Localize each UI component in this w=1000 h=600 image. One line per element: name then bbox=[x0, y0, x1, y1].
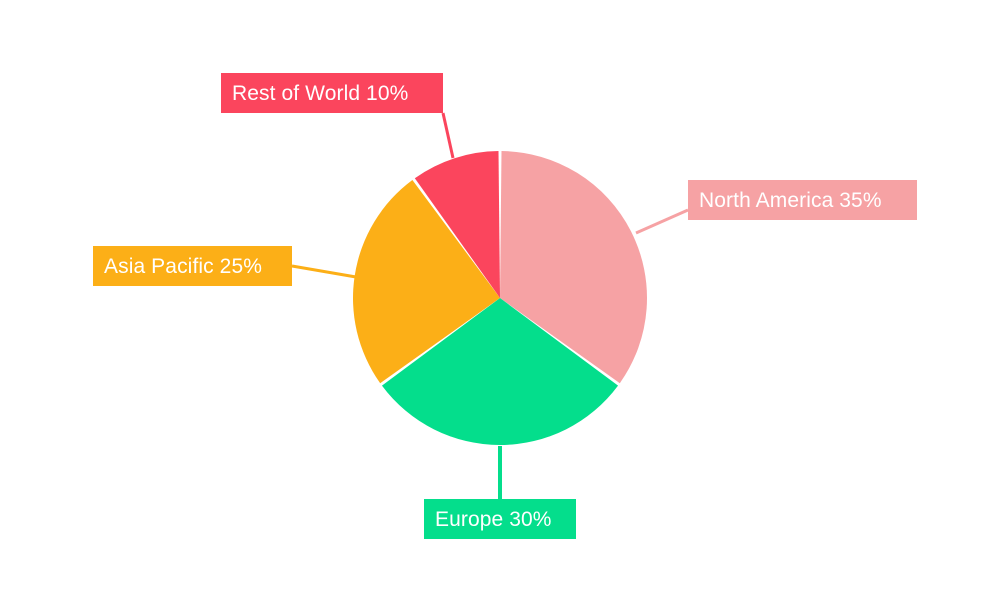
callout-label-text: Rest of World 10% bbox=[232, 81, 409, 105]
callout-rest-of-world[interactable]: Rest of World 10% bbox=[221, 73, 443, 113]
callout-label-text: North America 35% bbox=[699, 188, 882, 212]
leader-line-asia-pacific bbox=[291, 264, 357, 279]
pie-slices-group bbox=[352, 151, 647, 445]
callout-europe[interactable]: Europe 30% bbox=[424, 499, 576, 539]
callout-label-text: Asia Pacific 25% bbox=[104, 254, 263, 278]
callout-asia-pacific[interactable]: Asia Pacific 25% bbox=[93, 246, 292, 286]
pie-slice-asia-pacific[interactable] bbox=[352, 179, 500, 384]
callout-north-america[interactable]: North America 35% bbox=[688, 180, 917, 220]
pie-slice-rest-of-world[interactable] bbox=[414, 151, 500, 298]
pie-leader-lines bbox=[291, 112, 689, 499]
pie-slice-north-america[interactable] bbox=[500, 151, 647, 384]
callout-label-text: Europe 30% bbox=[435, 507, 552, 531]
pie-slice-europe[interactable] bbox=[381, 298, 619, 445]
leader-line-north-america bbox=[635, 208, 689, 235]
leader-line-rest-of-world bbox=[441, 112, 455, 159]
